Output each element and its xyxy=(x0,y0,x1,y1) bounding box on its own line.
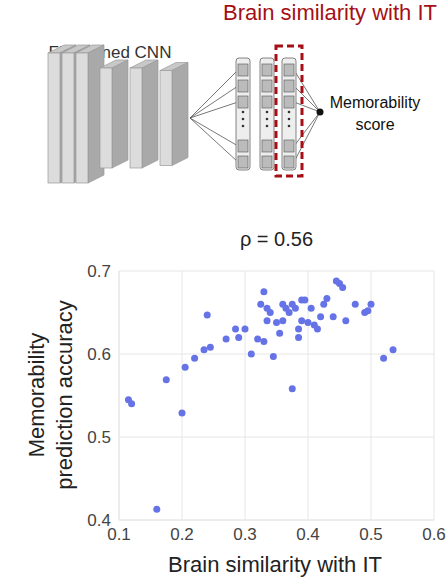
svg-text:0.6: 0.6 xyxy=(87,345,111,364)
svg-text:0.5: 0.5 xyxy=(359,525,383,544)
html-text:Brain similarity with IT: Brain similarity with IT xyxy=(168,552,382,577)
svg-text:0.2: 0.2 xyxy=(170,525,194,544)
html-text:ρ = 0.56: ρ = 0.56 xyxy=(239,228,313,250)
svg-text:Memorability: Memorability xyxy=(24,333,49,458)
svg-text:0.4: 0.4 xyxy=(296,525,320,544)
svg-text:0.7: 0.7 xyxy=(87,262,111,281)
svg-text:0.4: 0.4 xyxy=(87,511,111,530)
svg-text:0.6: 0.6 xyxy=(422,525,440,544)
svg-text:0.1: 0.1 xyxy=(107,525,131,545)
svg-text:0.5: 0.5 xyxy=(87,428,111,447)
svg-text:score: score xyxy=(355,116,394,133)
svg-text:0.3: 0.3 xyxy=(233,525,257,544)
svg-text:Memorability: Memorability xyxy=(330,94,421,111)
svg-text:Fine-tuned CNN: Fine-tuned CNN xyxy=(48,43,172,62)
svg-text:Brain similarity with IT: Brain similarity with IT xyxy=(223,0,437,25)
svg-text:prediction accuracy: prediction accuracy xyxy=(52,300,77,490)
